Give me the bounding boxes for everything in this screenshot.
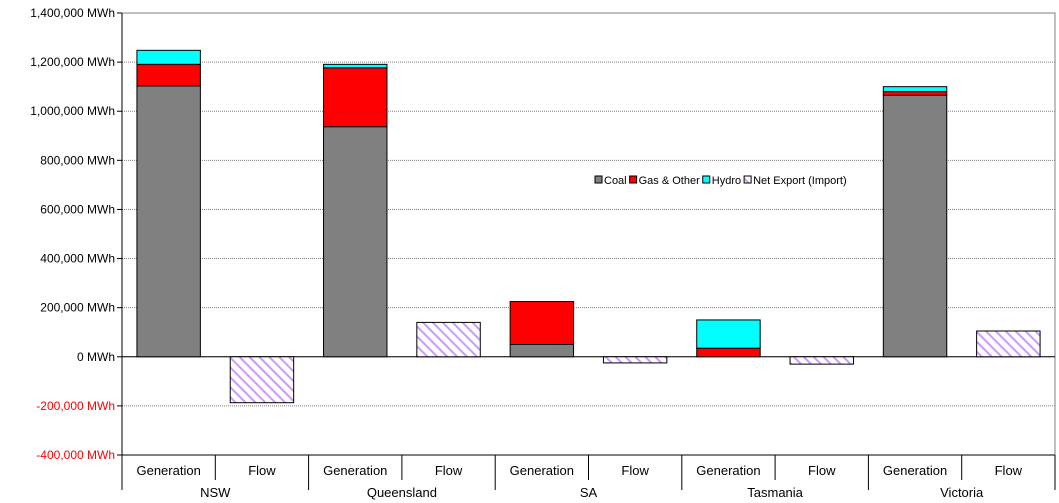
y-tick-label: 1,400,000 MWh [30, 6, 115, 20]
subcategory-label: Flow [808, 463, 836, 478]
legend-swatch [702, 175, 711, 184]
group-label: NSW [200, 485, 231, 500]
y-tick-label: 400,000 MWh [40, 252, 115, 266]
coal-bar [882, 94, 948, 358]
legend-swatch [594, 175, 603, 184]
net-export-import-bar [789, 356, 854, 365]
legend-entry: Hydro [712, 175, 741, 187]
subcategory-label: Flow [621, 463, 649, 478]
subcategory-label: Flow [248, 463, 276, 478]
axis-labels: -400,000 MWh -200,000 MWh 0 MWh 200,000 MWh… [30, 6, 1022, 500]
gas-other-bar [509, 301, 575, 345]
legend: Coal Gas & Other Hydro Net Export (Import) [590, 169, 868, 191]
coal-bar [136, 85, 201, 358]
y-tick-label: 200,000 MWh [40, 301, 115, 315]
gas-other-bar [136, 63, 201, 87]
coal-bar [323, 126, 388, 358]
y-tick-label: 600,000 MWh [40, 202, 115, 216]
group-label: Queensland [367, 485, 437, 500]
net-export-import-bar [602, 356, 668, 364]
subcategory-label: Flow [435, 463, 463, 478]
coal-bar [509, 344, 575, 358]
subcategory-label: Generation [136, 463, 200, 478]
y-tick-label: 800,000 MWh [40, 153, 115, 167]
hydro-bar [323, 63, 388, 69]
bars [136, 49, 1041, 404]
group-label: SA [580, 485, 598, 500]
subcategory-label: Generation [883, 463, 947, 478]
hydro-bar [696, 319, 761, 349]
legend-entry: Net Export (Import) [753, 175, 847, 187]
subcategory-label: Generation [510, 463, 574, 478]
group-label: Tasmania [747, 485, 803, 500]
y-tick-label: 1,200,000 MWh [30, 55, 115, 69]
gas-other-bar [696, 347, 761, 358]
subcategory-label: Generation [696, 463, 760, 478]
gas-other-bar [323, 67, 388, 128]
net-export-import-bar [229, 356, 295, 404]
net-export-import-bar [416, 321, 481, 358]
group-label: Victoria [940, 485, 984, 500]
y-tick-label: -400,000 MWh [36, 448, 115, 462]
legend-box [590, 169, 868, 191]
legend-swatch [629, 175, 638, 184]
y-tick-label: 1,000,000 MWh [30, 104, 115, 118]
y-tick-label: -200,000 MWh [36, 399, 115, 413]
gas-other-bar [882, 91, 948, 96]
hydro-bar [136, 49, 201, 65]
legend-entry: Gas & Other [639, 175, 700, 187]
subcategory-label: Flow [995, 463, 1023, 478]
hydro-bar [882, 86, 948, 93]
y-tick-label: 0 MWh [77, 350, 115, 364]
legend-swatch [743, 175, 752, 184]
net-export-import-bar [976, 330, 1041, 358]
subcategory-label: Generation [323, 463, 387, 478]
legend-entry: Coal [604, 175, 627, 187]
